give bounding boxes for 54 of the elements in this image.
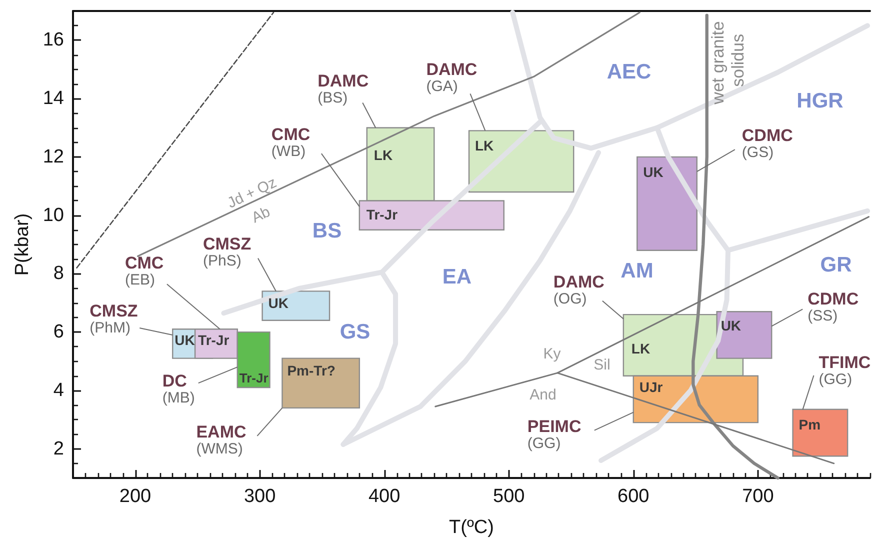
y-tick-label: 10 <box>42 204 64 226</box>
annotation: CMSZ (PhS) <box>202 234 252 270</box>
y-tick-label: 16 <box>42 30 64 51</box>
annotation: Pm <box>798 416 821 432</box>
annotation: EA <box>442 266 472 288</box>
annotation: UK <box>268 295 289 312</box>
y-tick-label: 14 <box>42 88 64 110</box>
annotation: UJr <box>639 378 664 395</box>
x-tick-label: 500 <box>493 486 525 507</box>
x-tick-label: 200 <box>119 486 152 507</box>
annotation: LK <box>374 146 393 163</box>
annotation: UK <box>174 332 195 348</box>
y-tick-label: 6 <box>53 322 64 343</box>
annotation: LK <box>475 138 494 154</box>
y-tick-label: 8 <box>53 263 64 284</box>
annotation: DAMC (GA) <box>426 60 478 96</box>
annotation: CDMC (SS) <box>808 290 859 325</box>
annotation: And <box>530 386 556 404</box>
annotation: TFIMC (GG) <box>818 352 871 388</box>
annotation: PEIMC (GG) <box>527 416 582 452</box>
annotation: DC (MB) <box>162 372 195 407</box>
x-tick-label: 300 <box>244 486 276 507</box>
x-axis-title: T(ºC) <box>449 517 494 538</box>
annotation: UK <box>720 318 742 334</box>
y-tick-label: 12 <box>42 146 64 168</box>
x-tick-label: 400 <box>368 486 400 507</box>
text: wet granite solidus <box>708 16 748 106</box>
annotation: UK <box>643 164 664 180</box>
x-tick-label: 600 <box>618 486 650 507</box>
annotation: CMC (EB) <box>124 254 164 289</box>
annotation: AM <box>620 260 654 282</box>
y-tick-label: 4 <box>53 380 64 401</box>
annotation: CMC (WB) <box>271 125 310 160</box>
annotation: Ab <box>249 203 273 227</box>
x-tick-label: 700 <box>742 486 774 507</box>
annotation: CDMC (GS) <box>742 126 793 162</box>
annotation: LK <box>631 340 650 357</box>
annotation: HGR <box>796 90 844 112</box>
annotation: Sil <box>594 356 610 374</box>
annotation: BS <box>312 220 342 242</box>
annotation: CMSZ (PhM) <box>90 301 138 336</box>
annotation: Pm-Tr? <box>287 362 336 378</box>
annotation: Tr-Jr <box>198 332 230 348</box>
annotation: GR <box>820 254 852 276</box>
annotation: DAMC (OG) <box>553 272 604 308</box>
annotation: AEC <box>606 60 652 84</box>
annotation: DAMC (BS) <box>318 71 369 106</box>
annotation: Tr-Jr <box>366 206 398 223</box>
annotation: Tr-Jr <box>239 370 268 386</box>
y-tick-label: 2 <box>53 438 64 460</box>
y-axis-title: P(kbar) <box>12 213 33 276</box>
annotation: Ky <box>543 346 562 362</box>
annotation: EAMC (WMS) <box>196 422 246 458</box>
annotation: GS <box>340 320 370 344</box>
